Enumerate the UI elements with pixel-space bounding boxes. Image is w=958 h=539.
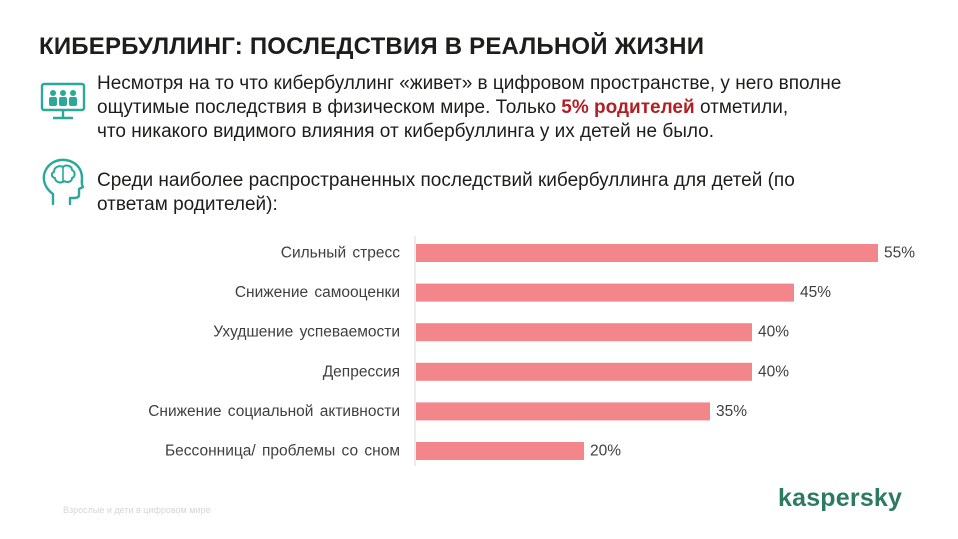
highlight-5-percent: 5% родителей: [561, 97, 695, 118]
data-label: 55%: [884, 245, 915, 262]
data-label: 20%: [590, 443, 621, 460]
category-label: Сильный стресс: [281, 245, 400, 262]
footer-note: Взрослые и дети в цифровом мире: [63, 505, 211, 515]
bar: [416, 362, 752, 381]
bar: [416, 442, 584, 460]
presentation-group-icon: [39, 80, 87, 122]
category-label: Бессонница/ проблемы со сном: [165, 443, 400, 460]
lead-line-2: ответам родителей):: [97, 194, 278, 215]
category-label: Ухудшение успеваемости: [213, 324, 400, 341]
data-label: 45%: [800, 284, 831, 301]
data-label: 40%: [758, 363, 789, 380]
intro-line-3: что никакого видимого влияния от кибербу…: [97, 121, 715, 142]
intro-line-2-start: ощутимые последствия в физическом мире. …: [97, 97, 562, 118]
head-brain-icon: [39, 156, 87, 208]
data-label: 35%: [716, 403, 747, 420]
category-label: Снижение самооценки: [235, 284, 400, 301]
bar: [416, 402, 710, 421]
bar: [416, 323, 752, 342]
data-label: 40%: [758, 324, 789, 341]
intro-line-2-end: отметили,: [694, 97, 789, 118]
intro-line-1: Несмотря на то что кибербуллинг «живет» …: [97, 73, 842, 94]
page-title: КИБЕРБУЛЛИНГ: ПОСЛЕДСТВИЯ В РЕАЛЬНОЙ ЖИЗ…: [39, 33, 705, 60]
intro-line-2: ощутимые последствия в физическом мире. …: [97, 96, 841, 120]
intro-paragraph: Несмотря на то что кибербуллинг «живет» …: [97, 72, 841, 144]
category-label: Снижение социальной активности: [148, 403, 400, 420]
bar: [416, 283, 794, 302]
bar: [416, 244, 878, 262]
kaspersky-logo: kaspersky: [778, 484, 903, 512]
lead-line-1: Среди наиболее распространенных последст…: [97, 170, 795, 191]
lead-paragraph: Среди наиболее распространенных последст…: [97, 169, 795, 217]
category-label: Депрессия: [323, 363, 400, 380]
